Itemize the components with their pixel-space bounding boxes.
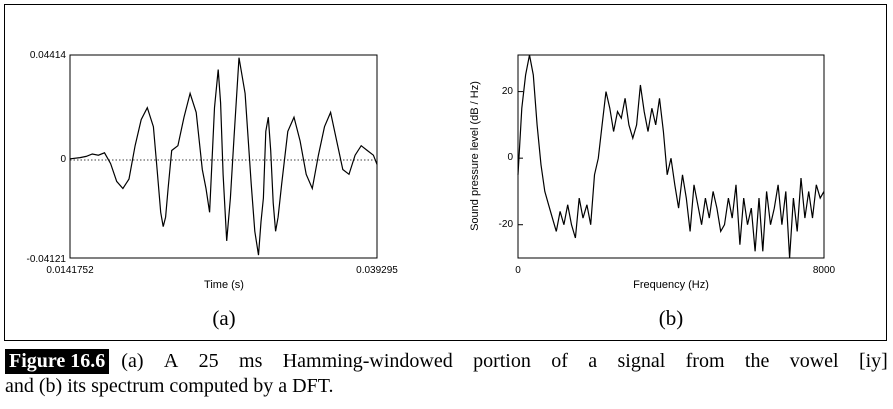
spectrum-panel: 20 0 -20 0 8000 Frequency (Hz) Sound pre…: [469, 54, 836, 330]
waveform-x-axis-label: Time (s): [204, 279, 244, 291]
spectrum-y-axis-label: Sound pressure level (dB / Hz): [469, 81, 481, 231]
caption-line-1: Figure 16.6 (a) A 25 ms Hamming-windowed port…: [5, 349, 888, 374]
caption-word: of: [551, 350, 568, 372]
waveform-x-tick-start: 0.0141752: [46, 265, 94, 276]
spectrum-y-tick-minus20: -20: [499, 219, 514, 230]
caption-word: portion: [473, 350, 531, 372]
spectrum-series-line: [517, 54, 825, 259]
waveform-panel: 0.04414 0 -0.04121 0.0141752 0.039295 Ti…: [27, 50, 399, 330]
spectrum-plot-frame: [517, 54, 825, 259]
caption-word: [iy]: [858, 350, 888, 372]
caption-word: the: [744, 350, 770, 372]
figure-charts: 0.04414 0 -0.04121 0.0141752 0.039295 Ti…: [27, 50, 836, 330]
caption-line-2: and (b) its spectrum computed by a DFT.: [5, 375, 334, 397]
waveform-x-tick-end: 0.039295: [356, 265, 398, 276]
caption-word: from: [685, 350, 725, 372]
panel-b-label: (b): [659, 306, 684, 330]
panel-a-label: (a): [212, 306, 235, 330]
figure-caption: Figure 16.6 (a) A 25 ms Hamming-windowed port…: [5, 349, 888, 399]
waveform-y-tick-zero: 0: [60, 154, 66, 165]
spectrum-y-tick-20: 20: [502, 86, 514, 97]
figure-number-label: Figure 16.6: [5, 349, 110, 374]
caption-line-1-text: (a) A 25 ms Hamming-windowed portion of a signal…: [121, 349, 888, 374]
spectrum-y-tick-0: 0: [507, 152, 513, 163]
waveform-series-line: [70, 57, 378, 256]
caption-word: Hamming-windowed: [282, 350, 453, 372]
caption-word: (a): [121, 350, 144, 372]
spectrum-x-tick-0: 0: [515, 265, 521, 276]
caption-word: 25: [198, 350, 219, 372]
caption-word: ms: [239, 350, 263, 372]
caption-word: a: [588, 350, 598, 372]
waveform-y-tick-min: -0.04121: [27, 254, 67, 265]
caption-word: A: [163, 350, 179, 372]
caption-word: vowel: [789, 350, 839, 372]
caption-word: signal: [617, 350, 666, 372]
figure-frame: [4, 4, 887, 341]
waveform-plot-frame: [69, 54, 378, 259]
waveform-y-tick-max: 0.04414: [30, 50, 67, 61]
spectrum-x-axis-label: Frequency (Hz): [633, 279, 709, 291]
spectrum-x-tick-8000: 8000: [813, 265, 836, 276]
